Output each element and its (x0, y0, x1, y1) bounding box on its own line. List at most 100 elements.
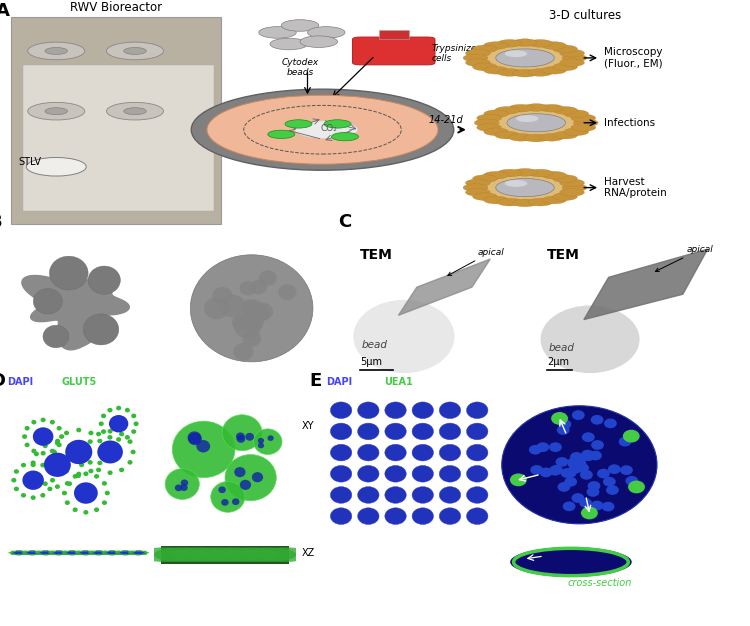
Circle shape (43, 554, 48, 555)
FancyBboxPatch shape (11, 18, 221, 223)
Text: 2μm: 2μm (547, 357, 568, 367)
Circle shape (591, 440, 604, 450)
Text: XY: XY (302, 421, 314, 431)
Circle shape (34, 451, 39, 456)
Circle shape (412, 402, 434, 419)
Circle shape (124, 408, 130, 413)
Circle shape (124, 435, 130, 439)
Circle shape (28, 103, 85, 120)
Circle shape (104, 552, 110, 553)
Circle shape (358, 466, 379, 482)
Text: D: D (0, 372, 5, 391)
Circle shape (117, 551, 134, 555)
Circle shape (240, 480, 251, 490)
Circle shape (472, 175, 497, 182)
Circle shape (259, 27, 296, 38)
Circle shape (574, 460, 586, 470)
Circle shape (43, 481, 48, 486)
Circle shape (332, 133, 358, 141)
Circle shape (218, 486, 226, 493)
Text: bead: bead (549, 342, 574, 352)
Circle shape (553, 63, 578, 71)
Circle shape (477, 124, 502, 131)
Circle shape (358, 423, 379, 440)
Circle shape (466, 49, 490, 57)
Circle shape (590, 501, 604, 510)
Circle shape (130, 551, 147, 555)
Circle shape (29, 550, 35, 552)
Text: DAPI: DAPI (326, 377, 352, 387)
Text: UEA1: UEA1 (384, 377, 412, 387)
Circle shape (463, 184, 488, 192)
Text: Trypsinize
cells: Trypsinize cells (431, 44, 477, 63)
Circle shape (64, 552, 70, 553)
Circle shape (22, 434, 27, 439)
Circle shape (507, 114, 566, 132)
Text: 10μm: 10μm (179, 352, 207, 362)
Circle shape (102, 500, 107, 505)
Circle shape (188, 433, 202, 445)
Circle shape (115, 553, 121, 555)
Circle shape (188, 547, 245, 562)
Circle shape (67, 444, 72, 448)
Circle shape (571, 114, 596, 122)
Circle shape (242, 331, 261, 347)
Circle shape (90, 551, 107, 555)
Circle shape (190, 255, 313, 362)
Circle shape (47, 486, 53, 491)
Circle shape (10, 551, 16, 552)
Circle shape (29, 554, 35, 555)
Circle shape (412, 423, 434, 440)
Circle shape (75, 551, 80, 552)
Circle shape (581, 506, 598, 520)
Circle shape (472, 45, 497, 53)
Circle shape (141, 551, 147, 552)
Circle shape (56, 554, 62, 555)
Circle shape (553, 106, 578, 114)
Polygon shape (22, 270, 129, 350)
Circle shape (205, 547, 262, 562)
Circle shape (101, 414, 106, 418)
Circle shape (117, 551, 122, 552)
Circle shape (65, 440, 92, 464)
Circle shape (536, 443, 549, 452)
Circle shape (26, 158, 86, 176)
Circle shape (330, 423, 352, 440)
Circle shape (117, 553, 122, 555)
Circle shape (50, 449, 55, 453)
FancyBboxPatch shape (160, 545, 290, 563)
Circle shape (50, 256, 88, 290)
Circle shape (48, 553, 54, 555)
Circle shape (516, 115, 538, 122)
Circle shape (22, 552, 27, 553)
Circle shape (385, 402, 406, 419)
Circle shape (559, 419, 572, 429)
Circle shape (77, 553, 82, 555)
Circle shape (551, 412, 568, 425)
Circle shape (119, 432, 124, 436)
Circle shape (268, 130, 295, 138)
Circle shape (90, 553, 96, 555)
Circle shape (221, 499, 229, 506)
Circle shape (83, 471, 88, 476)
Circle shape (466, 59, 490, 66)
Circle shape (131, 429, 136, 434)
Circle shape (602, 501, 614, 511)
Circle shape (25, 426, 30, 431)
Circle shape (574, 460, 586, 470)
Circle shape (622, 429, 640, 443)
Circle shape (88, 460, 93, 464)
Circle shape (440, 508, 460, 525)
Circle shape (171, 547, 228, 562)
Circle shape (562, 501, 575, 511)
Circle shape (62, 552, 67, 553)
Circle shape (13, 469, 19, 474)
Text: bead: bead (362, 340, 388, 350)
Circle shape (16, 554, 22, 555)
Circle shape (241, 302, 255, 315)
Circle shape (560, 49, 584, 57)
Circle shape (110, 554, 115, 555)
Ellipse shape (207, 95, 438, 164)
Circle shape (48, 551, 54, 552)
Circle shape (234, 467, 245, 477)
